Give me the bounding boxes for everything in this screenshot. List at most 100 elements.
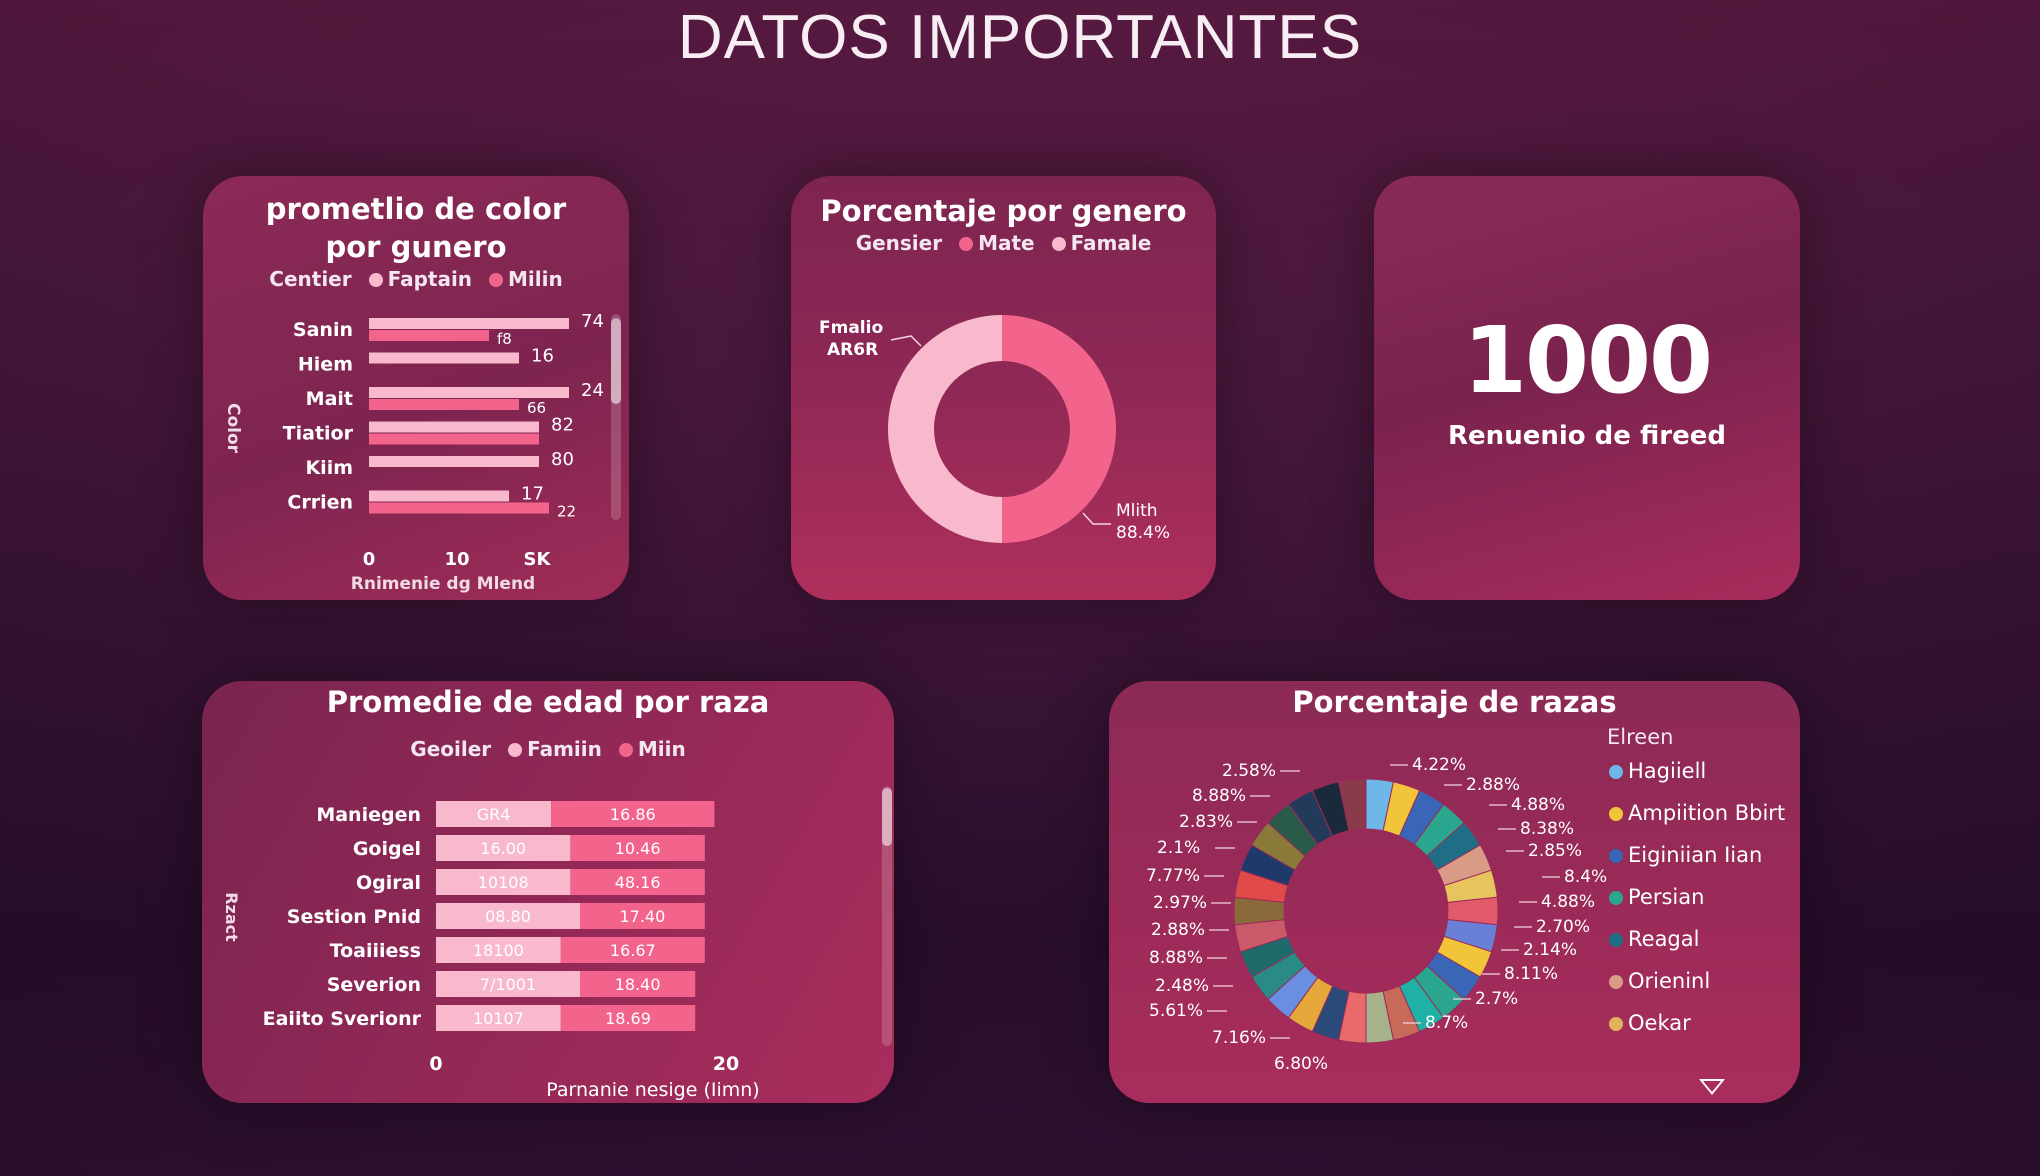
bar-segment — [436, 903, 580, 929]
y-tick-label: Tiatior — [283, 423, 354, 445]
x-axis-label: Rnimenie dg Mlend — [351, 574, 535, 594]
legend-item: Famiin — [508, 737, 602, 761]
card-kpi: 1000 Renuenio de fireed — [1374, 176, 1800, 600]
y-tick-label: Eaiito Sverionr — [263, 1008, 422, 1030]
y-tick-label: Goigel — [353, 838, 421, 860]
legend-swatch — [1609, 933, 1623, 947]
legend-swatch — [1609, 765, 1623, 779]
scrollbar[interactable] — [611, 314, 621, 520]
data-label: 2.88% — [1466, 775, 1520, 795]
data-label: f8 — [497, 330, 512, 348]
bar — [369, 421, 539, 433]
bar-segment — [436, 801, 552, 827]
bar — [369, 352, 519, 364]
scrollbar-thumb[interactable] — [611, 318, 621, 404]
legend-label: Reagal — [1628, 927, 1700, 951]
data-label: 16.00 — [480, 839, 526, 858]
y-tick-label: Severion — [327, 974, 421, 996]
data-label: 88.4% — [1116, 523, 1170, 543]
y-tick-label: Hiem — [298, 354, 353, 376]
bar — [369, 387, 569, 398]
data-label: 2.58% — [1222, 761, 1276, 781]
x-tick-label: 10 — [444, 549, 469, 570]
kpi-value: 1000 — [1462, 307, 1713, 414]
data-label: 7.16% — [1212, 1028, 1266, 1048]
bar-segment — [436, 1005, 561, 1031]
data-label: Mlith — [1116, 501, 1158, 521]
legend-item: Reagal — [1609, 927, 1785, 969]
legend-label: Miin — [637, 737, 686, 761]
data-label: 2.97% — [1153, 893, 1207, 913]
legend-swatch — [1609, 975, 1623, 989]
y-tick-label: Kiim — [305, 457, 353, 479]
chart-legend: Geoiler Famiin Miin — [202, 737, 894, 761]
data-label: 4.88% — [1511, 795, 1565, 815]
card-race-percentage: Porcentaje de razas Elreen Hagiiell Ampii… — [1109, 681, 1800, 1103]
card-color-by-gender: prometlio de color por gunero Centier Fa… — [203, 176, 629, 600]
data-label: 2.83% — [1179, 812, 1233, 832]
legend-title: Centier — [269, 267, 352, 291]
race-legend: Hagiiell Ampiition Bbirt Eiginiian Iian Per… — [1609, 759, 1785, 1053]
bar-segment — [551, 801, 715, 827]
bar — [369, 330, 489, 341]
dropdown-triangle-inner — [1703, 1081, 1721, 1092]
legend-item: Famale — [1051, 231, 1151, 255]
data-label: 8.88% — [1149, 948, 1203, 968]
legend-swatch — [1051, 237, 1066, 251]
bar — [369, 490, 509, 502]
y-tick-label: Mait — [306, 388, 353, 410]
data-label: 8.38% — [1520, 819, 1574, 839]
legend-label: Persian — [1628, 885, 1705, 909]
data-label: 7.77% — [1146, 866, 1200, 886]
y-axis-label: Rzact — [222, 892, 241, 942]
data-label: 2.48% — [1155, 976, 1209, 996]
leader-line — [1082, 512, 1111, 525]
legend-item: Mate — [959, 231, 1035, 255]
data-label: 2.1% — [1157, 838, 1200, 858]
legend-swatch — [368, 273, 383, 287]
x-tick-label: SK — [524, 549, 552, 570]
y-tick-label: Toaiiiess — [330, 940, 421, 962]
data-label: 17 — [521, 484, 544, 505]
y-axis-label: Color — [223, 403, 243, 454]
scrollbar-thumb[interactable] — [882, 788, 892, 846]
bar-segment — [560, 1005, 696, 1031]
bar-segment — [436, 937, 561, 963]
donut-slice — [1337, 778, 1367, 832]
data-label: 16.67 — [610, 941, 656, 960]
donut-slice — [888, 315, 1002, 543]
chart-title: Porcentaje de razas — [1292, 685, 1617, 719]
legend-title: Elreen — [1607, 725, 1674, 749]
chart-legend: Gensier Mate Famale — [791, 231, 1216, 255]
legend-item: Orieninl — [1609, 969, 1785, 1011]
data-label: 18.40 — [615, 975, 661, 994]
data-label: 48.16 — [615, 873, 661, 892]
legend-item: Miin — [618, 737, 686, 761]
bar — [369, 502, 549, 514]
page-title: DATOS IMPORTANTES — [677, 3, 1363, 72]
legend-swatch — [1609, 891, 1623, 905]
data-label: 5.61% — [1149, 1001, 1203, 1021]
data-label: Fmalio — [819, 318, 883, 338]
legend-swatch — [1609, 1017, 1623, 1031]
bar-segment — [436, 971, 580, 997]
y-tick-label: Ogiral — [356, 872, 421, 894]
data-label: 8.88% — [1192, 786, 1246, 806]
data-label: 2.70% — [1536, 917, 1590, 937]
data-label: 10107 — [473, 1009, 524, 1028]
data-label: 7/1001 — [480, 975, 536, 994]
legend-item: Eiginiian Iian — [1609, 843, 1785, 885]
scrollbar[interactable] — [882, 786, 892, 1046]
legend-label: Hagiiell — [1628, 759, 1707, 783]
legend-swatch — [1609, 849, 1623, 863]
legend-swatch — [959, 237, 974, 251]
legend-swatch — [618, 743, 633, 757]
bar — [369, 456, 539, 467]
donut-chart-race: 2.58% 8.88% 2.83% 2.1% 7.77% 2.97% 2.88% 8.88% 2… — [1146, 755, 1607, 1074]
bar-segment — [560, 937, 705, 963]
legend-item: Oekar — [1609, 1011, 1785, 1053]
data-label: 10.46 — [615, 839, 661, 858]
chart-title: Porcentaje por genero — [820, 194, 1187, 228]
data-label: 08.80 — [485, 907, 531, 926]
chart-title: prometlio de color por gunero — [265, 192, 567, 264]
